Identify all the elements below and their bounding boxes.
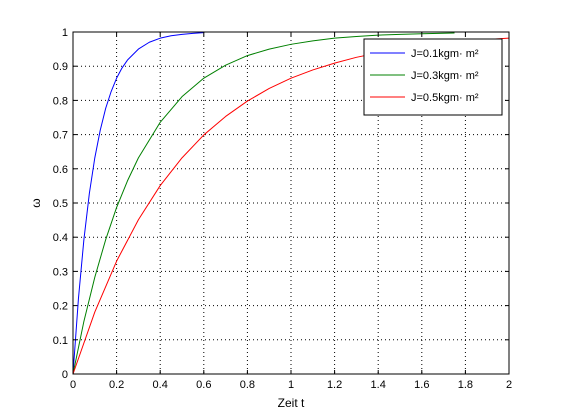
y-tick-label: 0.4 [53,232,68,244]
legend-box [363,38,503,116]
series-line-1 [72,32,204,375]
legend-label-3: J=0.5kgm· m² [411,92,479,104]
legend: J=0.1kgm· m² J=0.3kgm· m² J=0.5kgm· m² [363,38,503,116]
series-line-2 [72,32,455,375]
y-tick-label: 0.3 [53,266,68,278]
x-tick-label: 0.4 [153,379,168,391]
y-tick-label: 0.5 [53,198,68,210]
y-tick-label: 0.9 [53,61,68,73]
x-axis-label: Zeit t [278,396,305,410]
x-tick-label: 0.6 [196,379,211,391]
x-tick-label: 1 [288,379,294,391]
y-tick-label: 0.6 [53,164,68,176]
y-tick-label: 0 [62,369,68,381]
x-tick-label: 0.8 [240,379,255,391]
y-axis-label: ω [29,198,43,207]
x-tick-label: 0.2 [109,379,124,391]
y-tick-label: 0.1 [53,335,68,347]
legend-label-1: J=0.1kgm· m² [411,48,479,60]
x-tick-label: 2 [506,379,512,391]
x-tick-label: 0 [70,379,76,391]
y-tick-label: 0.7 [53,130,68,142]
x-tick-label: 1.2 [327,379,342,391]
y-tick-label: 0.8 [53,95,68,107]
axis-ticks: 0 0.2 0.4 0.6 0.8 1 1.2 1.4 1.6 1.8 2 0 0.1 0.2 0.3 0.4… [53,27,512,391]
legend-label-2: J=0.3kgm· m² [411,70,479,82]
x-tick-label: 1.8 [458,379,473,391]
x-tick-label: 1.6 [414,379,429,391]
y-tick-label: 0.2 [53,301,68,313]
x-tick-label: 1.4 [371,379,386,391]
y-tick-label: 1 [62,27,68,39]
